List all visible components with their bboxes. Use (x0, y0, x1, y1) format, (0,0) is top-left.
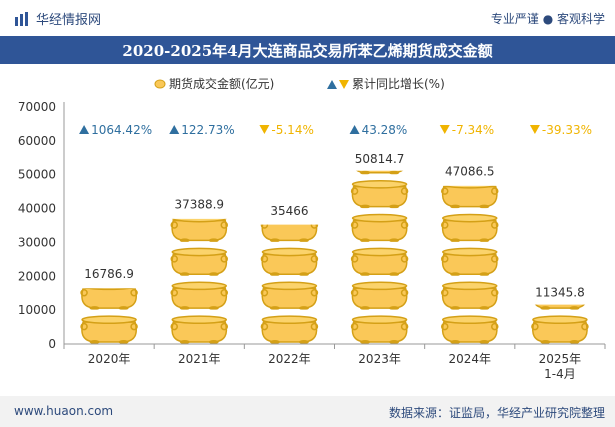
growth-label: 122.73% (181, 123, 234, 137)
growth-label: -7.34% (452, 123, 494, 137)
value-label: 11345.8 (535, 286, 585, 300)
tagline: 专业严谨 ● 客观科学 (490, 12, 605, 26)
x-tick-label: 2023年 (358, 352, 401, 366)
value-label: 47086.5 (445, 165, 495, 179)
chart-title: 2020-2025年4月大连商品交易所苯乙烯期货成交金额 (122, 42, 493, 60)
y-tick-label: 60000 (18, 134, 56, 148)
growth-label: -39.33% (542, 123, 592, 137)
growth-marker: -39.33% (529, 123, 592, 137)
footer-source: 数据来源：证监局，华经产业研究院整理 (388, 406, 605, 420)
growth-marker: -5.14% (259, 123, 314, 137)
growth-label: 1064.42% (91, 123, 152, 137)
chart: 期货成交金额(亿元) 累计同比增长(%) 0 10000 20000 30000 4000… (18, 76, 606, 381)
growth-marker: -7.34% (439, 123, 494, 137)
title-bar: 2020-2025年4月大连商品交易所苯乙烯期货成交金额 (0, 36, 615, 64)
bar-2[interactable] (170, 215, 228, 344)
footer-site[interactable]: www.huaon.com (14, 404, 114, 418)
bar-5[interactable] (441, 181, 499, 344)
y-tick-label: 10000 (18, 303, 56, 317)
value-label: 37388.9 (174, 197, 224, 211)
axes: 0 10000 20000 30000 40000 50000 60000 70000 2020… (18, 100, 606, 381)
brand-name: 华经情报网 (36, 13, 102, 28)
logo-icon (15, 11, 28, 26)
y-tick-label: 30000 (18, 235, 56, 249)
data-labels: 16786.9 37388.9 35466 50814.7 47086.5 11345.8… (79, 123, 592, 300)
value-label: 16786.9 (84, 267, 134, 281)
growth-marker: 1064.42% (79, 123, 152, 137)
bar-1[interactable] (80, 282, 138, 344)
x-tick-label: 2021年 (178, 352, 221, 366)
legend-label-growth: 累计同比增长(%) (352, 77, 445, 91)
footer: www.huaon.com 数据来源：证监局，华经产业研究院整理 (0, 396, 615, 427)
value-label: 35466 (270, 204, 308, 218)
bar-4[interactable] (350, 147, 409, 344)
growth-label: -5.14% (271, 123, 313, 137)
x-tick-label: 2020年 (88, 352, 131, 366)
brand[interactable]: 华经情报网 (14, 9, 101, 28)
bar-6[interactable] (531, 282, 589, 344)
x-tick-label: 2022年 (268, 352, 311, 366)
bars (80, 147, 589, 344)
legend-item-amount[interactable]: 期货成交金额(亿元) (154, 76, 274, 91)
y-tick-label: 20000 (18, 269, 56, 283)
growth-marker: 122.73% (169, 123, 235, 137)
x-tick-label: 2024年 (448, 352, 491, 366)
legend-item-growth[interactable]: 累计同比增长(%) (327, 77, 445, 91)
growth-marker: 43.28% (349, 123, 408, 137)
x-tick-label: 2025年 1-4月 (539, 352, 582, 381)
y-tick-label: 40000 (18, 202, 56, 216)
legend-label-amount: 期货成交金额(亿元) (169, 76, 274, 91)
top-bar: 华经情报网 专业严谨 ● 客观科学 (0, 0, 615, 36)
y-tick-label: 70000 (18, 100, 56, 114)
growth-label: 43.28% (362, 123, 408, 137)
value-label: 50814.7 (355, 152, 405, 166)
y-tick-label: 0 (48, 337, 56, 351)
legend: 期货成交金额(亿元) 累计同比增长(%) (154, 76, 445, 91)
y-tick-label: 50000 (18, 168, 56, 182)
bar-3[interactable] (260, 215, 319, 344)
